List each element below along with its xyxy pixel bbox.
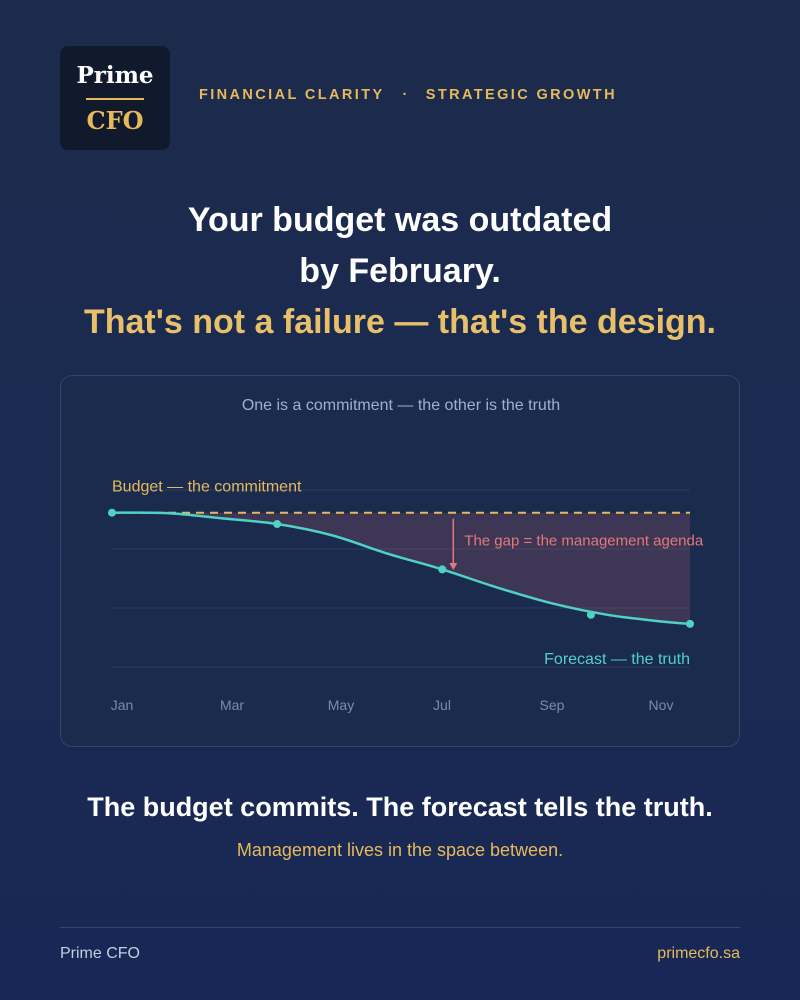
forecast-series-label: Forecast — the truth (544, 651, 690, 668)
tagline-right: STRATEGIC GROWTH (425, 87, 617, 103)
forecast-point (686, 619, 694, 628)
chart-title: One is a commitment — the other is the t… (242, 397, 560, 414)
brand-logo: Prime CFO (60, 46, 170, 150)
tagline: FINANCIAL CLARITY · STRATEGIC GROWTH (199, 87, 617, 103)
x-tick-label: May (328, 697, 354, 713)
budget-series-label: Budget — the commitment (112, 479, 302, 496)
forecast-point (586, 610, 595, 619)
logo-divider (86, 97, 144, 100)
logo-text-prime: Prime (76, 61, 154, 89)
x-tick-label: Mar (220, 697, 244, 713)
gap-annotation: The gap = the management agenda (464, 533, 704, 550)
closing-note: Management lives in the space between. (236, 840, 564, 860)
x-tick-label: Jul (433, 697, 451, 713)
footer-brand: Prime CFO (60, 945, 140, 962)
x-tick-label: Nov (649, 697, 674, 713)
closing-statement: The budget commits. The forecast tells t… (87, 792, 713, 822)
x-tick-label: Sep (540, 697, 565, 713)
footer-divider (60, 927, 740, 928)
headline-line-2: by February. (299, 252, 501, 290)
gap-area (112, 512, 690, 624)
logo-text-cfo: CFO (86, 105, 144, 135)
tagline-separator: · (402, 87, 410, 103)
forecast-line (111, 511, 691, 626)
headline: Your budget was outdated by February. Th… (0, 195, 800, 348)
chart-svg: One is a commitment — the other is the t… (108, 397, 704, 713)
forecast-point (438, 565, 447, 574)
gap-arrowhead (449, 563, 458, 571)
forecast-point (108, 508, 116, 517)
headline-line-1: Your budget was outdated (187, 201, 613, 239)
chart-card: One is a commitment — the other is the t… (60, 375, 740, 747)
x-tick-label: Jan (111, 697, 134, 713)
footer-website-link[interactable]: primecfo.sa (657, 945, 740, 962)
headline-line-3: That's not a failure — that's the design… (83, 303, 717, 341)
forecast-point (273, 520, 282, 529)
tagline-left: FINANCIAL CLARITY (199, 87, 385, 103)
